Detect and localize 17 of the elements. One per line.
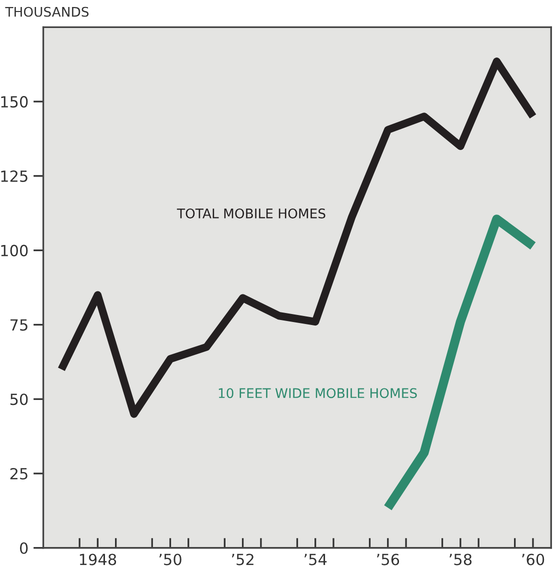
y-tick-label: 150 bbox=[1, 96, 28, 108]
y-tick-label: 50 bbox=[10, 394, 28, 406]
series-label: 10 FEET WIDE MOBILE HOMES bbox=[218, 388, 417, 398]
y-axis-title: THOUSANDS bbox=[5, 6, 89, 17]
x-tick-label: 1948 bbox=[80, 554, 116, 566]
x-tick-label: ’52 bbox=[232, 554, 254, 566]
x-tick-label: ’50 bbox=[159, 554, 182, 566]
y-tick-label: 25 bbox=[10, 468, 28, 480]
x-tick-label: ’60 bbox=[522, 554, 544, 566]
x-tick-label: ’56 bbox=[377, 554, 400, 566]
series-label: TOTAL MOBILE HOMES bbox=[176, 208, 326, 218]
y-tick-label: 100 bbox=[1, 244, 28, 256]
x-tick-label: ’58 bbox=[450, 554, 472, 566]
y-tick-label: 125 bbox=[1, 170, 28, 182]
x-tick-label: ’54 bbox=[304, 554, 327, 566]
y-tick-label: 75 bbox=[10, 319, 28, 331]
y-tick-label: 0 bbox=[20, 542, 28, 554]
